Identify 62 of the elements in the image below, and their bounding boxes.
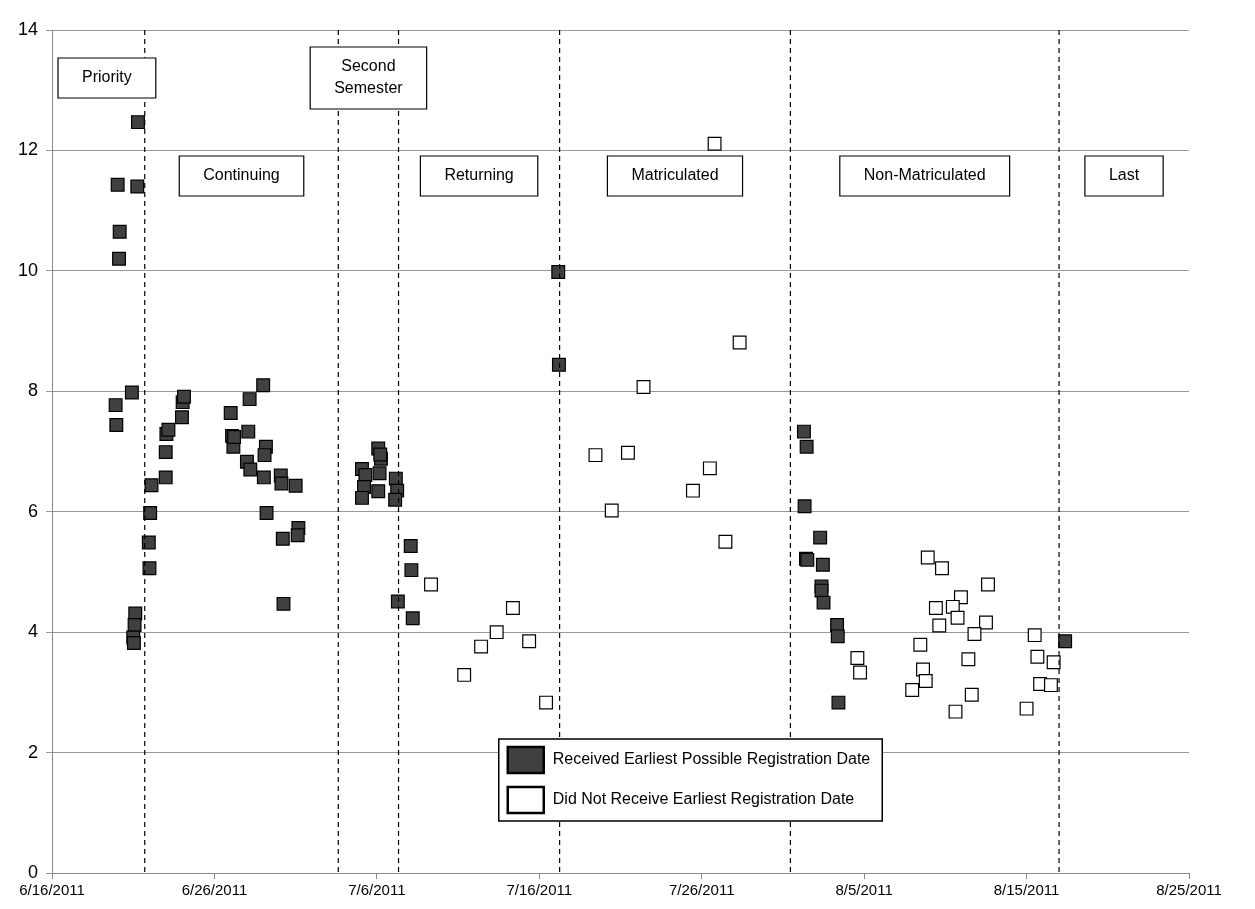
annotation: Returning [444, 166, 514, 184]
point [853, 665, 868, 680]
y-tick-label: 14 [17, 18, 39, 39]
x-tick-label: 7/26/2011 [668, 881, 735, 899]
y-tick-label: 12 [17, 139, 39, 160]
point [539, 695, 554, 710]
x-tick-label: 8/25/2011 [1156, 881, 1222, 899]
point [850, 651, 865, 665]
annotation: Continuing [203, 166, 280, 184]
point [707, 136, 722, 151]
point [685, 483, 700, 498]
point [505, 601, 520, 616]
point [950, 610, 965, 625]
annotation: Last [1108, 166, 1140, 184]
point [1043, 678, 1058, 693]
point [636, 380, 651, 395]
annotation: Non-Matriculated [863, 166, 986, 184]
point [967, 626, 982, 641]
y-tick-label: 10 [17, 259, 39, 280]
y-tick-label: 8 [28, 380, 39, 401]
point [928, 601, 943, 616]
point [920, 550, 935, 565]
x-tick-label: 6/26/2011 [181, 881, 248, 899]
annotation: Priority [82, 68, 132, 86]
point [620, 445, 635, 460]
point [964, 687, 979, 702]
point [981, 577, 995, 592]
point [424, 577, 438, 592]
point [718, 534, 733, 549]
point [932, 618, 947, 633]
point [1046, 655, 1061, 670]
x-tick-label: 6/16/2011 [19, 881, 85, 899]
point [961, 652, 976, 667]
point [913, 637, 928, 652]
point [604, 503, 619, 518]
point [918, 673, 933, 688]
x-tick-label: 8/5/2011 [835, 881, 893, 899]
point [457, 667, 472, 682]
point [489, 625, 504, 640]
y-tick-label: 0 [28, 861, 39, 882]
point [732, 335, 747, 350]
x-tick-label: 7/6/2011 [348, 881, 406, 899]
point [474, 639, 489, 654]
point [702, 461, 717, 476]
point [522, 634, 537, 649]
point [905, 682, 920, 697]
point [588, 448, 603, 463]
legend-label: Did Not Receive Earliest Registration Date [552, 790, 855, 808]
point [1027, 628, 1042, 643]
y-tick-label: 4 [28, 621, 39, 642]
point [1019, 701, 1034, 716]
point [1030, 649, 1045, 664]
x-tick-label: 8/15/2011 [993, 881, 1060, 899]
annotation: Second Semester [334, 57, 404, 97]
annotation: Matriculated [631, 166, 719, 184]
point [948, 704, 963, 719]
y-tick-label: 2 [28, 741, 39, 762]
y-tick-label: 6 [28, 500, 39, 521]
legend-label: Received Earliest Possible Registration Date [552, 750, 871, 768]
point [935, 561, 949, 576]
point [979, 615, 993, 630]
x-tick-label: 7/16/2011 [506, 881, 573, 899]
